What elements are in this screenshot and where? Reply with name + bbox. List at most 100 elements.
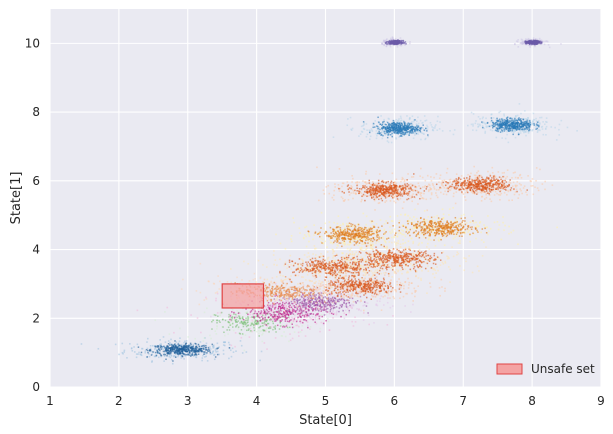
state-point <box>319 315 322 318</box>
state-point <box>351 320 353 323</box>
state-point <box>296 311 299 314</box>
state-point <box>399 283 401 286</box>
state-point <box>389 283 391 286</box>
state-point <box>417 285 420 288</box>
state-point <box>393 272 396 274</box>
state-point <box>284 320 287 322</box>
state-point <box>181 355 184 358</box>
state-point <box>157 349 160 352</box>
state-point <box>365 245 368 247</box>
state-point <box>365 291 368 293</box>
state-point <box>322 292 324 295</box>
state-point <box>365 238 367 241</box>
state-point <box>329 269 332 271</box>
state-point <box>373 293 376 295</box>
state-point <box>377 234 379 236</box>
state-point <box>196 346 199 349</box>
state-point <box>274 308 276 310</box>
state-point <box>362 236 364 239</box>
state-point <box>322 296 325 299</box>
state-point <box>413 263 415 266</box>
state-point <box>331 305 333 307</box>
state-point <box>369 283 372 286</box>
state-point <box>328 298 330 300</box>
state-point <box>212 282 215 285</box>
state-point <box>343 283 346 285</box>
state-point <box>314 295 317 298</box>
state-point <box>327 317 329 320</box>
state-point <box>361 238 363 240</box>
state-point <box>189 354 192 356</box>
state-point <box>335 312 338 315</box>
state-point <box>329 226 332 229</box>
state-point <box>390 255 392 257</box>
state-point <box>304 306 306 308</box>
state-point <box>308 279 311 282</box>
state-point <box>352 229 354 232</box>
state-point <box>406 229 408 232</box>
state-point <box>342 230 345 232</box>
state-point <box>354 301 357 303</box>
state-point <box>325 276 328 278</box>
state-point <box>359 281 362 284</box>
state-point <box>374 269 377 271</box>
state-point <box>374 271 377 274</box>
state-point <box>387 272 390 275</box>
state-point <box>202 340 205 342</box>
state-point <box>296 292 299 294</box>
state-point <box>319 283 322 286</box>
state-point <box>339 227 342 229</box>
state-point <box>227 320 229 323</box>
state-point <box>444 287 446 290</box>
state-point <box>376 249 378 252</box>
state-point <box>292 319 295 322</box>
state-point <box>410 254 413 257</box>
state-point <box>316 286 319 289</box>
state-point <box>275 285 278 287</box>
state-point <box>328 312 331 315</box>
state-point <box>317 308 320 310</box>
state-point <box>379 300 381 303</box>
state-point <box>347 293 349 296</box>
state-point <box>297 283 299 285</box>
state-point <box>360 291 363 293</box>
state-point <box>334 284 336 286</box>
state-point <box>454 220 457 223</box>
state-point <box>200 350 203 353</box>
state-point <box>282 325 285 327</box>
state-point <box>302 270 304 272</box>
state-point <box>367 236 369 239</box>
state-point <box>320 306 323 309</box>
state-point <box>367 226 370 229</box>
state-point <box>159 349 161 352</box>
state-point <box>365 239 367 242</box>
state-point <box>253 323 255 326</box>
state-point <box>258 332 260 335</box>
state-point <box>420 255 423 258</box>
state-point <box>328 302 331 304</box>
state-point <box>339 234 341 236</box>
state-point <box>317 292 320 295</box>
state-point <box>363 226 366 229</box>
state-point <box>348 268 351 271</box>
state-point <box>265 324 267 326</box>
state-point <box>219 321 221 323</box>
state-point <box>320 227 322 229</box>
state-point <box>351 296 353 299</box>
state-point <box>355 280 357 282</box>
state-point <box>266 322 269 325</box>
state-point <box>308 292 310 294</box>
state-point <box>257 316 259 319</box>
state-point <box>324 222 327 225</box>
state-point <box>157 356 160 359</box>
state-point <box>405 262 408 264</box>
state-point <box>405 254 408 256</box>
state-point <box>376 233 379 236</box>
state-point <box>337 230 339 232</box>
state-point <box>460 214 463 217</box>
state-point <box>328 287 330 290</box>
state-point <box>349 229 352 232</box>
state-point <box>280 334 283 337</box>
state-point <box>181 347 183 349</box>
state-point <box>213 354 215 356</box>
